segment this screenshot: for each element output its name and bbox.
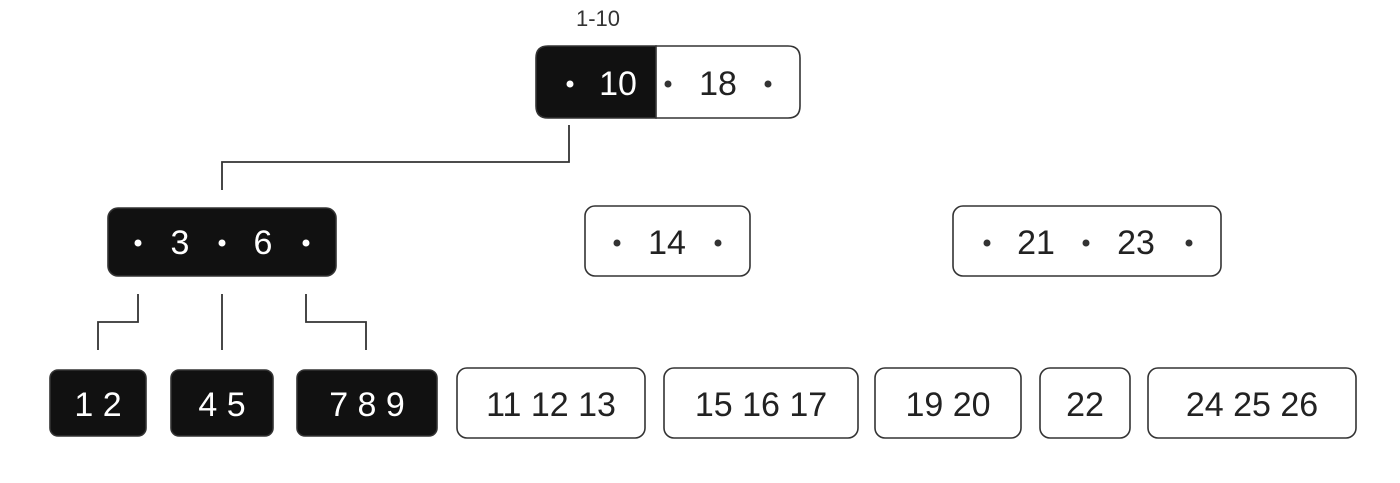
internal-node-box [584, 205, 751, 277]
leaf-keys: 22 [1066, 386, 1104, 424]
internal-node-2: 14 [584, 205, 751, 277]
pointer-dot [218, 239, 226, 247]
leaf-keys: 7 8 9 [329, 386, 405, 424]
internal-2-key-1: 14 [648, 224, 686, 262]
search-range-label: 1-10 [576, 6, 620, 31]
pointer-dot [1082, 239, 1090, 247]
leaf-node-4: 11 12 13 [456, 367, 646, 439]
leaf-keys: 19 20 [905, 386, 990, 424]
root-node: 10 18 [535, 45, 801, 119]
leaf-keys: 24 25 26 [1186, 386, 1318, 424]
leaf-box [49, 369, 147, 437]
leaf-node-8: 24 25 26 [1147, 367, 1357, 439]
root-key-2: 18 [699, 65, 737, 103]
leaf-keys: 1 2 [74, 386, 121, 424]
connector-to-leaf-3 [305, 294, 367, 350]
leaf-keys: 15 16 17 [695, 386, 827, 424]
leaf-keys: 4 5 [198, 386, 245, 424]
leaf-box [456, 367, 646, 439]
leaf-box [1147, 367, 1357, 439]
pointer-dot [613, 239, 621, 247]
root-right-segment [655, 45, 801, 119]
leaf-node-7: 22 [1039, 367, 1131, 439]
leaf-box [874, 367, 1022, 439]
internal-1-key-2: 6 [254, 224, 273, 262]
leaf-node-1: 1 2 [49, 369, 147, 437]
internal-node-1: 3 6 [107, 207, 337, 277]
leaf-node-5: 15 16 17 [663, 367, 859, 439]
leaf-node-3: 7 8 9 [296, 369, 438, 437]
internal-3-key-2: 23 [1117, 224, 1155, 262]
internal-1-key-1: 3 [171, 224, 190, 262]
leaf-box [663, 367, 859, 439]
pointer-dot [134, 239, 142, 247]
pointer-dot [566, 80, 574, 88]
leaf-node-6: 19 20 [874, 367, 1022, 439]
connector-to-leaf-1 [97, 294, 139, 350]
pointer-dot [302, 239, 310, 247]
pointer-dot [764, 80, 772, 88]
leaf-keys: 11 12 13 [486, 386, 616, 424]
root-key-1: 10 [599, 65, 637, 103]
leaf-box [1039, 367, 1131, 439]
pointer-dot [983, 239, 991, 247]
pointer-dot [664, 80, 672, 88]
connector-root-to-internal [221, 125, 570, 190]
leaf-node-2: 4 5 [170, 369, 274, 437]
pointer-dot [1185, 239, 1193, 247]
internal-node-3: 21 23 [952, 205, 1222, 277]
leaf-box [170, 369, 274, 437]
leaf-box [296, 369, 438, 437]
root-left-segment [535, 45, 657, 119]
internal-3-key-1: 21 [1017, 224, 1055, 262]
pointer-dot [714, 239, 722, 247]
